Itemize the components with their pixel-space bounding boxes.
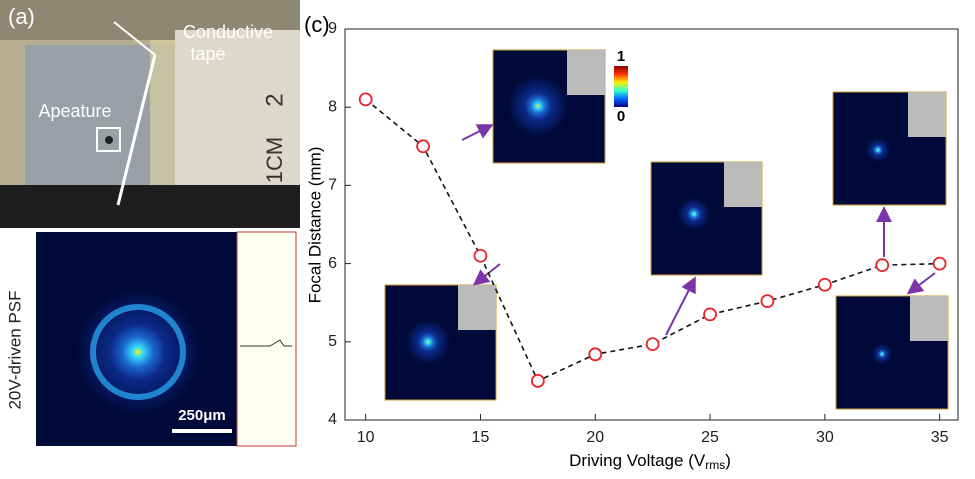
colorbar-label: 1: [617, 48, 625, 65]
profile: [236, 231, 297, 447]
data-point: [932, 256, 947, 271]
y-tick-label: 7: [328, 177, 337, 194]
ruler-label: 2: [261, 93, 288, 106]
x-tick-label: 35: [931, 429, 949, 446]
panel-label: (a): [8, 4, 35, 29]
x-axis-label-end: ): [725, 451, 731, 470]
y-axis-label: 20V-driven PSF: [5, 290, 24, 409]
x-tick-label: 25: [701, 429, 719, 446]
x-tick-label: 30: [816, 429, 834, 446]
x-tick-label: 20: [586, 429, 604, 446]
photo-a: [0, 0, 300, 228]
y-tick-label: 6: [328, 255, 337, 272]
psf-ring: [90, 304, 186, 400]
annotation: Apeature: [38, 101, 111, 121]
y-tick-label: 5: [328, 333, 337, 350]
profile-line: [240, 339, 292, 347]
panel-bg: [0, 232, 36, 446]
y-tick-label: 4: [328, 411, 337, 428]
plot-frame: [344, 28, 959, 421]
data-point: [703, 307, 717, 322]
insets: [384, 49, 949, 410]
data-point: [817, 277, 832, 292]
scale-label: 250μm: [178, 407, 226, 424]
data-point: [416, 139, 430, 154]
panel-label: (b): [8, 238, 35, 263]
data-point: [760, 294, 775, 309]
colorbar-label: 0: [617, 108, 625, 125]
y-tick-label: 9: [328, 20, 337, 37]
data-point: [645, 337, 660, 352]
y-tick-label: 8: [328, 98, 337, 115]
x-tick-label: 10: [357, 429, 375, 446]
x-axis-label-sub: rms: [705, 458, 725, 472]
data-point: [473, 248, 488, 263]
data-point: [530, 373, 545, 388]
annotation: tape: [190, 44, 225, 64]
x-axis-label-text: Driving Voltage (V: [569, 451, 706, 470]
y-axis-label: Focal Distance (mm): [305, 147, 324, 304]
data-point: [875, 258, 890, 273]
panel-label: (c): [304, 12, 330, 37]
data-point: [358, 92, 373, 107]
ruler-label: 1CM: [262, 137, 287, 183]
data-point: [588, 347, 603, 362]
x-tick-label: 15: [472, 429, 490, 446]
annotation: Conductive: [183, 22, 273, 42]
x-axis-label: Driving Voltage (Vrms): [569, 451, 731, 472]
data-line: [365, 98, 940, 382]
